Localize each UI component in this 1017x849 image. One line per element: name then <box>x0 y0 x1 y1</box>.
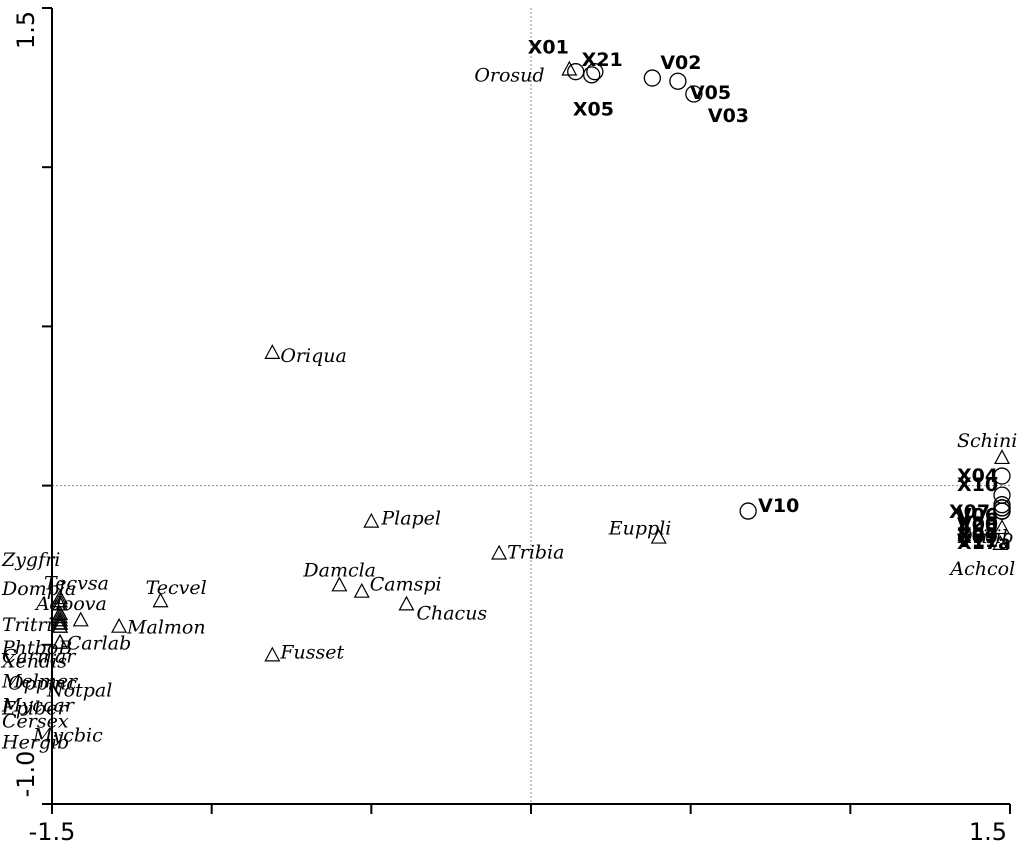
species-label-damcla: Damcla <box>302 559 376 581</box>
species-label-zygfri: Zygfri <box>1 549 60 571</box>
site-point-x04 <box>993 467 1011 485</box>
species-label-achcol: Achcol <box>948 558 1015 580</box>
species-point-orosud <box>561 60 578 76</box>
species-label-adoova: Adoova <box>34 593 107 615</box>
species-label-camspi: Camspi <box>370 574 442 596</box>
species-label-tecvel: Tecvel <box>146 577 207 599</box>
species-point-notpal <box>51 611 69 627</box>
site-label-v03: V03 <box>708 105 749 127</box>
species-label-malmon: Malmon <box>126 617 206 639</box>
axis-ticks <box>42 7 1011 814</box>
species-point-mycbic <box>51 633 69 649</box>
data-points <box>51 60 1011 662</box>
species-point-epiber <box>51 614 69 630</box>
species-point-carlab <box>72 611 89 627</box>
site-label-x10: X10 <box>957 474 998 496</box>
species-point-damcla <box>331 576 348 592</box>
site-label-v06: V06 <box>957 505 998 527</box>
species-point-tribia <box>491 544 508 560</box>
species-label-dompla: Dompla <box>1 578 76 600</box>
species-point-euppli <box>650 528 667 544</box>
species-label-carmar: Carmar <box>2 646 77 668</box>
site-label-x05: X05 <box>573 99 614 121</box>
site-label-v11: V11 <box>957 530 998 552</box>
site-point-v03 <box>685 85 703 103</box>
species-label-mycbic: Mycbic <box>32 725 103 747</box>
site-point-x17a <box>993 499 1011 517</box>
site-label-x09: X09 <box>957 526 998 548</box>
site-label-v10: V10 <box>758 495 799 517</box>
site-point-x21 <box>583 66 601 84</box>
x-tick-label-min: -1.5 <box>29 818 76 846</box>
axis-tick-labels: -1.5 1.5 1.5 -1.0 <box>12 11 1007 846</box>
site-label-v08: V08 <box>957 514 998 536</box>
species-label-orosud: Orosud <box>474 64 544 86</box>
site-label-x03: X03 <box>957 524 998 546</box>
species-point-camspi <box>353 582 370 598</box>
species-point-oriqua <box>264 344 281 359</box>
site-label-v05: V05 <box>690 82 731 104</box>
y-tick-label-min: -1.0 <box>12 751 40 798</box>
species-label-oriqua: Oriqua <box>280 345 346 367</box>
species-label-oppinc: Oppinc <box>8 673 77 695</box>
site-label-x21: X21 <box>582 49 623 71</box>
species-label-fusset: Fusset <box>279 641 344 663</box>
species-point-achcol <box>992 535 1009 551</box>
site-label-x20: X20 <box>957 513 998 535</box>
site-point-v05 <box>669 72 687 90</box>
species-point-oritib <box>993 519 1011 535</box>
site-point-x05 <box>586 63 604 81</box>
site-label-x17a: X17a <box>957 532 1011 554</box>
site-point-v02 <box>643 69 661 87</box>
species-label-xendis: Xendis <box>0 651 67 673</box>
species-point-phtbob <box>51 608 69 624</box>
y-tick-label-max: 1.5 <box>12 11 40 49</box>
species-label-chacus: Chacus <box>416 602 487 624</box>
species-label-plapel: Plapel <box>380 508 441 530</box>
species-label-tribia: Tribia <box>507 541 564 563</box>
species-point-schini <box>993 449 1011 465</box>
x-tick-label-max: 1.5 <box>969 818 1007 846</box>
species-label-epiber: Epiber <box>1 698 69 720</box>
species-label-schini: Schini <box>957 430 1017 452</box>
species-point-fusset <box>264 646 281 662</box>
species-label-tecvsa: Tecvsa <box>44 572 109 594</box>
species-label-tritri: Tritri <box>2 614 53 636</box>
species-label-oritib: Oritib <box>957 526 1014 548</box>
species-label-phtbob: PhtboB <box>1 637 72 659</box>
data-labels: Orosud Oriqua Schini Oritib Achcol Plapel Eupp… <box>0 37 1017 754</box>
species-point-plapel <box>363 512 380 528</box>
species-label-carlab: Carlab <box>67 632 132 654</box>
species-label-notpal: Notpal <box>46 679 112 701</box>
species-point-chacus <box>398 595 415 611</box>
species-point-tecvel <box>152 592 169 608</box>
species-label-myccar: Myccar <box>1 695 76 717</box>
species-point-zygfri <box>51 589 69 605</box>
species-label-hergib: Hergib <box>1 731 69 753</box>
site-point-v10 <box>739 502 757 520</box>
site-label-x07: X07 <box>949 501 990 523</box>
species-label-euppli: Euppli <box>608 518 672 540</box>
site-label-x01: X01 <box>528 37 569 59</box>
species-label-cersex: Cersex <box>2 711 69 733</box>
reference-lines <box>52 8 1010 804</box>
species-point-malmon <box>111 617 128 633</box>
species-label-melmer: Melmer <box>1 671 79 693</box>
site-label-x04: X04 <box>957 465 998 487</box>
site-label-v02: V02 <box>660 52 701 74</box>
